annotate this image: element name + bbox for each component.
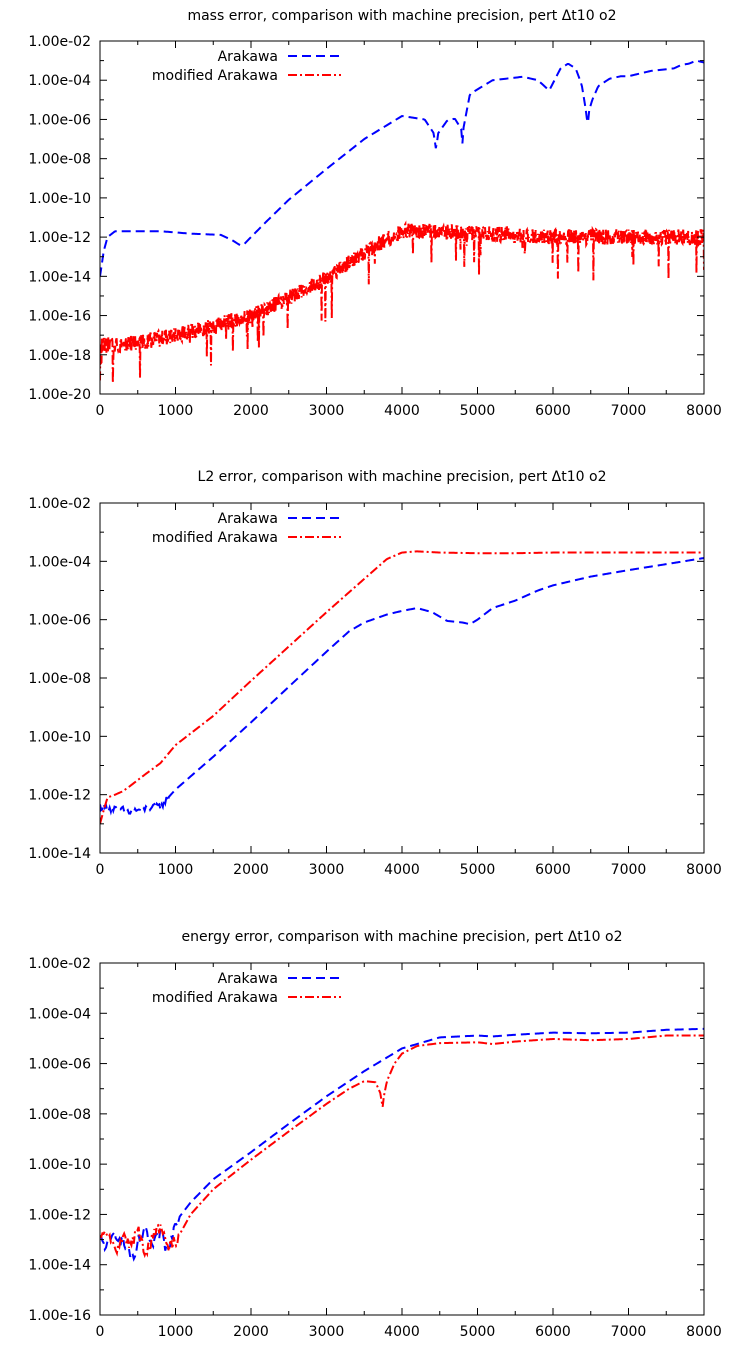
x-tick-label: 8000	[686, 403, 722, 419]
x-tick-label: 1000	[158, 862, 194, 878]
chart-title: mass error, comparison with machine prec…	[187, 8, 616, 24]
y-tick-label: 1.00e-10	[28, 729, 91, 745]
y-tick-label: 1.00e-12	[28, 230, 91, 246]
legend-label: modified Arakawa	[152, 530, 278, 546]
x-tick-label: 8000	[686, 862, 722, 878]
legend-label: modified Arakawa	[152, 68, 278, 84]
x-tick-label: 2000	[233, 403, 269, 419]
x-tick-label: 7000	[611, 1324, 647, 1340]
x-tick-label: 3000	[309, 862, 345, 878]
x-tick-label: 7000	[611, 862, 647, 878]
legend-label: Arakawa	[218, 971, 278, 987]
x-tick-label: 4000	[384, 1324, 420, 1340]
x-tick-label: 4000	[384, 862, 420, 878]
x-tick-label: 0	[96, 1324, 105, 1340]
chart-3: energy error, comparison with machine pr…	[28, 929, 721, 1340]
y-tick-label: 1.00e-08	[28, 152, 91, 168]
x-tick-label: 5000	[460, 862, 496, 878]
y-tick-label: 1.00e-06	[28, 613, 91, 629]
x-tick-label: 4000	[384, 403, 420, 419]
y-tick-label: 1.00e-06	[28, 1057, 91, 1073]
y-tick-label: 1.00e-14	[28, 269, 91, 285]
y-tick-label: 1.00e-18	[28, 348, 91, 364]
y-tick-label: 1.00e-06	[28, 112, 91, 128]
x-tick-label: 6000	[535, 403, 571, 419]
chart-title: L2 error, comparison with machine precis…	[198, 469, 607, 485]
plot-frame	[99, 962, 705, 1316]
plot-frame	[99, 502, 705, 854]
y-tick-label: 1.00e-12	[28, 1207, 91, 1223]
series-line-arakawa	[100, 59, 704, 277]
x-tick-label: 6000	[535, 1324, 571, 1340]
chart-1: mass error, comparison with machine prec…	[28, 8, 721, 419]
series-line-arakawa	[100, 557, 704, 816]
y-tick-label: 1.00e-10	[28, 1157, 91, 1173]
legend-label: modified Arakawa	[152, 990, 278, 1006]
x-tick-label: 1000	[158, 403, 194, 419]
x-tick-label: 6000	[535, 862, 571, 878]
y-tick-label: 1.00e-12	[28, 788, 91, 804]
y-tick-label: 1.00e-02	[28, 34, 91, 50]
y-tick-label: 1.00e-14	[28, 846, 91, 862]
chart-title: energy error, comparison with machine pr…	[181, 929, 622, 945]
y-tick-label: 1.00e-08	[28, 671, 91, 687]
x-tick-label: 3000	[309, 1324, 345, 1340]
y-tick-label: 1.00e-04	[28, 73, 91, 89]
series-line-modified-arakawa	[100, 550, 704, 825]
x-tick-label: 2000	[233, 1324, 269, 1340]
y-tick-label: 1.00e-14	[28, 1258, 91, 1274]
x-tick-label: 8000	[686, 1324, 722, 1340]
y-tick-label: 1.00e-04	[28, 1006, 91, 1022]
y-tick-label: 1.00e-02	[28, 496, 91, 512]
series-line-modified-arakawa	[100, 220, 704, 383]
x-tick-label: 1000	[158, 1324, 194, 1340]
y-tick-label: 1.00e-04	[28, 554, 91, 570]
x-tick-label: 3000	[309, 403, 345, 419]
y-tick-label: 1.00e-08	[28, 1107, 91, 1123]
x-tick-label: 2000	[233, 862, 269, 878]
series-line-modified-arakawa	[100, 1034, 704, 1259]
legend-label: Arakawa	[218, 49, 278, 65]
y-tick-label: 1.00e-02	[28, 956, 91, 972]
x-tick-label: 0	[96, 862, 105, 878]
y-tick-label: 1.00e-16	[28, 1308, 91, 1324]
y-tick-label: 1.00e-20	[28, 387, 91, 403]
chart-2: L2 error, comparison with machine precis…	[28, 469, 721, 878]
y-tick-label: 1.00e-16	[28, 309, 91, 325]
legend-label: Arakawa	[218, 511, 278, 527]
y-tick-label: 1.00e-10	[28, 191, 91, 207]
x-tick-label: 5000	[460, 403, 496, 419]
x-tick-label: 0	[96, 403, 105, 419]
x-tick-label: 5000	[460, 1324, 496, 1340]
series-line-arakawa	[100, 1027, 704, 1262]
x-tick-label: 7000	[611, 403, 647, 419]
